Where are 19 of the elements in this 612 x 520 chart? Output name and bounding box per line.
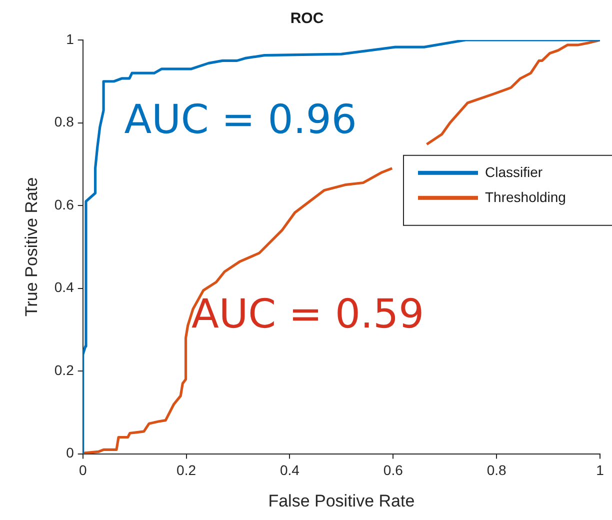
y-tick-label: 0 (66, 444, 74, 461)
y-tick-label: 0.2 (54, 362, 74, 378)
x-tick-label: 0.4 (280, 462, 300, 478)
annotation: AUC = 0.96 (124, 97, 357, 144)
x-tick-label: 0.2 (176, 462, 196, 478)
y-tick-label: 0.6 (54, 196, 74, 212)
y-tick-label: 1 (66, 30, 74, 47)
chart-title: ROC (290, 10, 324, 28)
x-axis-title: False Positive Rate (268, 491, 415, 510)
x-tick-label: 1 (596, 462, 604, 478)
x-tick-label: 0.8 (486, 462, 507, 478)
annotation: AUC = 0.59 (191, 292, 424, 338)
x-tick-label: 0.6 (383, 462, 404, 478)
legend-label: Classifier (485, 164, 543, 180)
y-axis-title: True Positive Rate (22, 177, 41, 317)
x-tick-label: 0 (78, 462, 87, 478)
y-tick-label: 0.8 (54, 114, 74, 130)
legend-label: Thresholding (485, 188, 566, 205)
y-tick-label: 0.4 (54, 279, 74, 296)
